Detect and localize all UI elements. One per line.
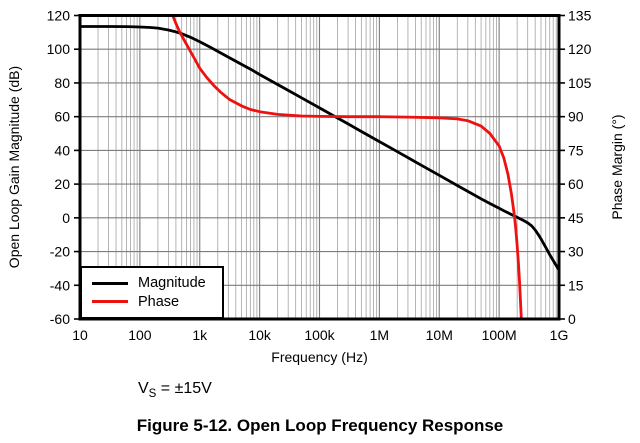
y-left-tick-label: 120 (47, 8, 71, 24)
y-right-tick-label: 60 (568, 176, 584, 192)
annotation-rest: = ±15V (156, 380, 212, 397)
y-left-tick-label: -40 (50, 277, 70, 293)
phase-line-sample (92, 300, 128, 304)
y-left-tick-label: 60 (54, 109, 70, 125)
y-axis-title-left: Open Loop Gain Magnitude (dB) (6, 65, 22, 269)
x-tick-label: 10 (72, 327, 88, 343)
bode-plot-canvas: 120100806040200-20-40-601351201059075604… (47, 8, 592, 344)
y-axis-title-right: Phase Margin (°) (609, 114, 625, 220)
x-tick-label: 100 (128, 327, 152, 343)
annotation-prefix: V (138, 380, 149, 397)
y-left-tick-label: 80 (54, 75, 70, 91)
annotation-subscript: S (148, 388, 157, 401)
y-left-tick-label: 20 (54, 176, 70, 192)
y-left-tick-label: -60 (50, 311, 70, 327)
y-right-tick-label: 90 (568, 109, 584, 125)
y-right-tick-label: 105 (568, 75, 592, 91)
phase-curve (171, 15, 523, 319)
y-right-tick-label: 135 (568, 8, 592, 24)
supply-voltage-annotation: VS = ±15V (138, 380, 212, 400)
magnitude-line-sample (92, 281, 128, 285)
legend-item-phase: Phase (92, 293, 222, 310)
y-right-tick-label: 15 (568, 277, 584, 293)
y-left-tick-label: 0 (62, 210, 70, 226)
curves-group (80, 15, 559, 319)
legend: Magnitude Phase (80, 266, 224, 319)
x-tick-label: 1G (550, 327, 569, 343)
x-tick-label: 10k (248, 327, 272, 343)
x-tick-label: 1M (370, 327, 389, 343)
y-left-tick-label: 40 (54, 142, 70, 158)
x-tick-label: 10M (426, 327, 453, 343)
legend-label-phase: Phase (138, 293, 180, 310)
y-left-tick-label: -20 (50, 244, 70, 260)
y-left-tick-label: 100 (47, 41, 71, 57)
x-tick-label: 1k (192, 327, 208, 343)
y-right-tick-label: 0 (568, 311, 576, 327)
x-axis-title: Frequency (Hz) (271, 349, 368, 365)
y-right-tick-label: 75 (568, 142, 584, 158)
legend-item-magnitude: Magnitude (92, 276, 222, 291)
legend-label-magnitude: Magnitude (138, 275, 206, 291)
x-tick-label: 100k (304, 327, 335, 343)
y-right-tick-label: 45 (568, 210, 584, 226)
y-right-tick-label: 120 (568, 41, 592, 57)
plot-border (78, 14, 561, 321)
x-tick-label: 100M (482, 327, 517, 343)
figure-caption: Figure 5-12. Open Loop Frequency Respons… (136, 416, 504, 435)
y-right-tick-label: 30 (568, 244, 584, 260)
